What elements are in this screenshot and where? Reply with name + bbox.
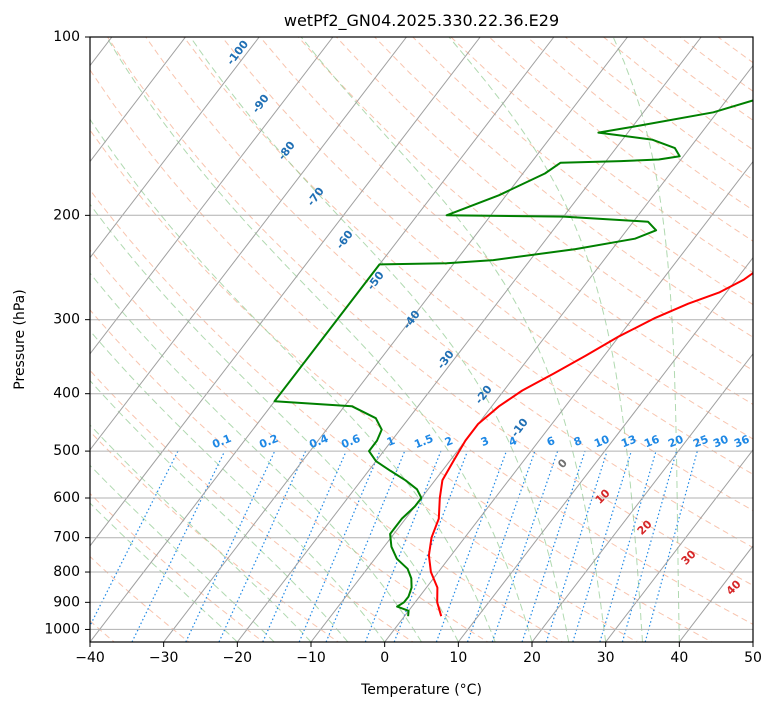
dewpoint-line (273, 99, 753, 617)
moist-adiabat (300, 37, 607, 642)
isotherm-line (90, 37, 334, 355)
mixing-ratio-label: 16 (642, 433, 661, 451)
x-tick-label: 20 (523, 650, 541, 666)
x-tick-label: 10 (449, 650, 467, 666)
moist-adiabat (90, 272, 422, 642)
isotherm-line (457, 256, 753, 642)
mixing-ratio-line (218, 450, 307, 642)
moist-adiabat (106, 37, 533, 642)
mixing-ratio-label: 36 (732, 433, 751, 451)
moist-adiabat (448, 37, 643, 642)
isotherm-line (90, 37, 407, 451)
mixing-ratio-line (185, 450, 276, 642)
moist-adiabat (189, 37, 570, 642)
mixing-ratio-label: 20 (666, 433, 685, 451)
x-tick-label: −20 (223, 650, 253, 666)
y-tick-label: 800 (53, 564, 80, 580)
moist-adiabat (90, 203, 459, 642)
y-tick-label: 400 (53, 386, 80, 402)
isotherm-line (605, 449, 753, 642)
isotherm-line (310, 64, 753, 642)
mixing-ratio-line (131, 450, 226, 642)
mixing-ratio-line (621, 450, 678, 642)
y-tick-label: 100 (53, 29, 80, 45)
mixing-ratio-line (262, 450, 347, 642)
mixing-ratio-label: 25 (691, 433, 710, 451)
x-tick-label: −10 (296, 650, 326, 666)
mixing-ratio-line (521, 450, 586, 642)
x-tick-label: −40 (75, 650, 105, 666)
isotherm-line (384, 160, 753, 642)
x-tick-label: 0 (380, 650, 389, 666)
x-axis-title: Temperature (°C) (360, 682, 482, 698)
y-axis-title: Pressure (hPa) (12, 289, 28, 389)
mixing-ratio-label: 13 (619, 433, 638, 451)
y-tick-label: 500 (53, 443, 80, 459)
isotherm-line (236, 37, 702, 642)
mixing-ratio-label: 30 (711, 433, 730, 451)
dry-adiabat (221, 37, 753, 475)
isotherm-line (531, 352, 753, 642)
dry-adiabat (412, 37, 753, 306)
isotherm-line (163, 37, 628, 642)
mixing-ratio-line (298, 450, 381, 642)
mixing-ratio-line (435, 450, 507, 642)
x-tick-label: −30 (149, 650, 179, 666)
mixing-ratio-line (466, 450, 536, 642)
mixing-ratio-label: 1 (385, 434, 397, 449)
profile-series (273, 99, 753, 617)
isotherm-line (90, 37, 260, 259)
x-tick-label: 40 (670, 650, 688, 666)
y-axis-ticks: 100 200 300 400 500 600 700 800 900 1000 (44, 29, 90, 637)
mixing-ratio-line (572, 450, 632, 642)
moist-adiabat (612, 37, 680, 642)
mixing-ratio-line (325, 450, 406, 642)
isotherm-line (90, 37, 186, 163)
y-tick-label: 200 (53, 207, 80, 223)
mixing-ratio-line (491, 450, 559, 642)
mixing-ratio-label: 2 (443, 434, 455, 449)
x-tick-label: 50 (744, 650, 762, 666)
moist-adiabat (90, 502, 238, 642)
dry-adiabat (183, 37, 753, 512)
isotherm-line (90, 37, 481, 547)
mixing-ratio-label: 3 (479, 434, 491, 449)
y-tick-label: 900 (53, 594, 80, 610)
moist-adiabat (90, 330, 386, 642)
y-tick-label: 1000 (44, 621, 80, 637)
x-tick-label: 30 (597, 650, 615, 666)
temperature-line (427, 271, 753, 617)
y-tick-label: 700 (53, 530, 80, 546)
y-tick-label: 600 (53, 490, 80, 506)
mixing-ratio-line (644, 450, 698, 642)
dry-adiabat (297, 37, 753, 405)
mixing-ratio-label: 8 (572, 434, 584, 449)
mixing-ratio-line (599, 450, 657, 642)
y-tick-label: 300 (53, 312, 80, 328)
chart-title: wetPf2_GN04.2025.330.22.36.E29 (284, 11, 559, 31)
mixing-ratio-label: 10 (592, 433, 611, 451)
plot-frame (89, 36, 754, 643)
moist-adiabat (90, 118, 496, 642)
x-axis-ticks: −40 −30 −20 −10 0 10 20 30 40 50 (75, 642, 762, 666)
dry-adiabat (259, 37, 753, 440)
